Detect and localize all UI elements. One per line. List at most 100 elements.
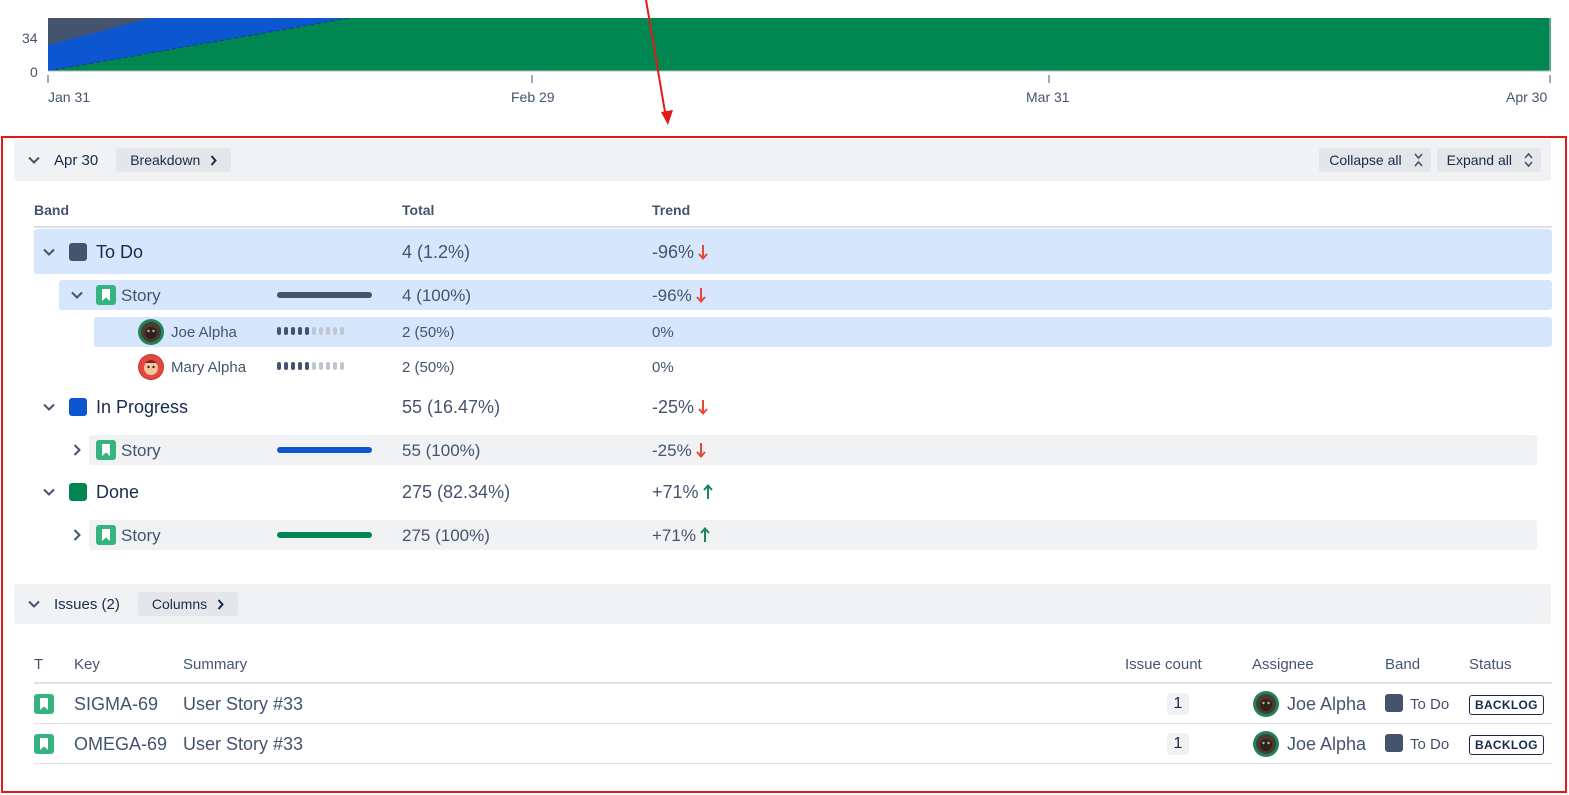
status-column-header[interactable]: Status bbox=[1469, 656, 1512, 673]
avatar bbox=[138, 319, 164, 345]
header-divider bbox=[34, 226, 1552, 228]
chart-canvas: 34 0 Jan 31 Feb 29 Mar 31 Apr 30 bbox=[22, 0, 1551, 125]
collapse-breakdown-chevron-icon[interactable] bbox=[26, 152, 42, 168]
issue-count-column-header[interactable]: Issue count bbox=[1125, 656, 1202, 673]
columns-button-label: Columns bbox=[151, 596, 208, 612]
breakdown-date: Apr 30 bbox=[54, 151, 99, 169]
trend-value: +71% bbox=[652, 482, 699, 502]
type-column-header[interactable]: T bbox=[34, 656, 44, 673]
assignee-name: Joe Alpha bbox=[1287, 694, 1367, 714]
band-name: To Do bbox=[1410, 736, 1450, 753]
trend-column-header: Trend bbox=[652, 202, 691, 218]
share-dots bbox=[277, 327, 344, 335]
breakdown-header: Apr 30 Breakdown Collapse all Expand all bbox=[14, 139, 1551, 181]
share-dot bbox=[333, 362, 337, 370]
share-dot bbox=[312, 327, 316, 335]
row-divider bbox=[34, 763, 1552, 764]
band-label: Done bbox=[96, 482, 140, 502]
issues-header-divider bbox=[34, 682, 1552, 684]
chevron-down-icon[interactable] bbox=[41, 244, 57, 260]
breakdown-button-label: Breakdown bbox=[130, 152, 201, 168]
band-row-to-do[interactable] bbox=[34, 229, 1552, 274]
chevron-down-icon[interactable] bbox=[69, 287, 85, 303]
chevron-down-icon[interactable] bbox=[41, 484, 57, 500]
band-label: To Do bbox=[96, 242, 144, 262]
person-name: Mary Alpha bbox=[171, 359, 247, 376]
story-icon bbox=[34, 734, 54, 754]
story-label: Story bbox=[121, 441, 161, 460]
story-total: 4 (100%) bbox=[402, 286, 471, 305]
person-total: 2 (50%) bbox=[402, 359, 455, 376]
breakdown-button[interactable]: Breakdown bbox=[116, 148, 232, 172]
done-color-swatch bbox=[69, 483, 87, 501]
collapse-issues-chevron-icon[interactable] bbox=[26, 596, 42, 612]
share-dots bbox=[277, 362, 344, 370]
share-dot bbox=[284, 327, 288, 335]
band-name: To Do bbox=[1410, 696, 1450, 713]
expand-icon bbox=[1524, 153, 1533, 167]
avatar bbox=[1253, 691, 1279, 717]
story-label: Story bbox=[121, 526, 161, 545]
in-progress-area bbox=[48, 18, 350, 71]
x-tick-label: Apr 30 bbox=[1506, 89, 1547, 105]
issue-key-link[interactable]: SIGMA-69 bbox=[74, 694, 159, 714]
chevron-right-icon[interactable] bbox=[69, 527, 85, 543]
collapse-icon bbox=[1414, 153, 1423, 167]
trend-value: +71% bbox=[652, 526, 696, 545]
issue-summary-link[interactable]: User Story #33 bbox=[183, 734, 304, 754]
band-column-header: Band bbox=[34, 202, 69, 218]
annotation-arrow-head bbox=[661, 110, 673, 125]
y-tick-label: 34 bbox=[22, 30, 38, 46]
share-dot bbox=[298, 327, 302, 335]
share-dot bbox=[298, 362, 302, 370]
x-tick-label: Jan 31 bbox=[48, 89, 90, 105]
columns-button[interactable]: Columns bbox=[137, 592, 239, 616]
chevron-right-icon[interactable] bbox=[69, 442, 85, 458]
arrow-up-icon bbox=[700, 527, 710, 542]
person-trend: 0% bbox=[652, 359, 674, 376]
issue-summary-link[interactable]: User Story #33 bbox=[183, 694, 304, 714]
issue-count-badge: 1 bbox=[1167, 733, 1189, 755]
story-icon bbox=[34, 694, 54, 714]
band-trend: -96% bbox=[652, 242, 708, 263]
arrow-down-icon bbox=[695, 443, 706, 458]
key-column-header[interactable]: Key bbox=[74, 656, 100, 673]
band-total: 275 (82.34%) bbox=[402, 482, 511, 502]
story-icon bbox=[96, 525, 116, 545]
status-lozenge: BACKLOG bbox=[1469, 695, 1544, 715]
band-trend: -25% bbox=[652, 397, 708, 418]
share-dot bbox=[277, 362, 281, 370]
expand-all-label: Expand all bbox=[1446, 152, 1512, 168]
band-column-header[interactable]: Band bbox=[1385, 656, 1421, 673]
status-lozenge: BACKLOG bbox=[1469, 735, 1544, 755]
to-do-color-swatch bbox=[1385, 694, 1403, 712]
band-trend: +71% bbox=[652, 482, 713, 503]
chevron-down-icon[interactable] bbox=[41, 399, 57, 415]
story-trend: -96% bbox=[652, 286, 706, 306]
story-trend: +71% bbox=[652, 526, 710, 546]
trend-value: -96% bbox=[652, 242, 695, 262]
story-share-bar bbox=[277, 292, 372, 298]
arrow-up-icon bbox=[702, 484, 713, 499]
share-dot bbox=[277, 327, 281, 335]
summary-column-header[interactable]: Summary bbox=[183, 656, 248, 673]
y-tick-label: 0 bbox=[30, 64, 38, 80]
story-total: 275 (100%) bbox=[402, 526, 490, 545]
chevron-right-icon bbox=[211, 154, 218, 166]
burnup-chart: 34 0 Jan 31 Feb 29 Mar 31 Apr 30 bbox=[0, 0, 1569, 125]
chevron-right-icon bbox=[217, 598, 224, 610]
trend-value: -96% bbox=[652, 286, 692, 305]
share-dot bbox=[305, 327, 309, 335]
x-tick-label: Feb 29 bbox=[511, 89, 555, 105]
story-label: Story bbox=[121, 286, 161, 305]
expand-all-button[interactable]: Expand all bbox=[1436, 148, 1541, 172]
person-name: Joe Alpha bbox=[171, 324, 237, 341]
share-dot bbox=[333, 327, 337, 335]
share-dot bbox=[319, 362, 323, 370]
issue-count-badge: 1 bbox=[1167, 693, 1189, 715]
person-row-joe-alpha[interactable] bbox=[94, 317, 1552, 347]
collapse-all-button[interactable]: Collapse all bbox=[1319, 148, 1431, 172]
share-dot bbox=[305, 362, 309, 370]
issue-key-link[interactable]: OMEGA-69 bbox=[74, 734, 168, 754]
assignee-column-header[interactable]: Assignee bbox=[1252, 656, 1314, 673]
